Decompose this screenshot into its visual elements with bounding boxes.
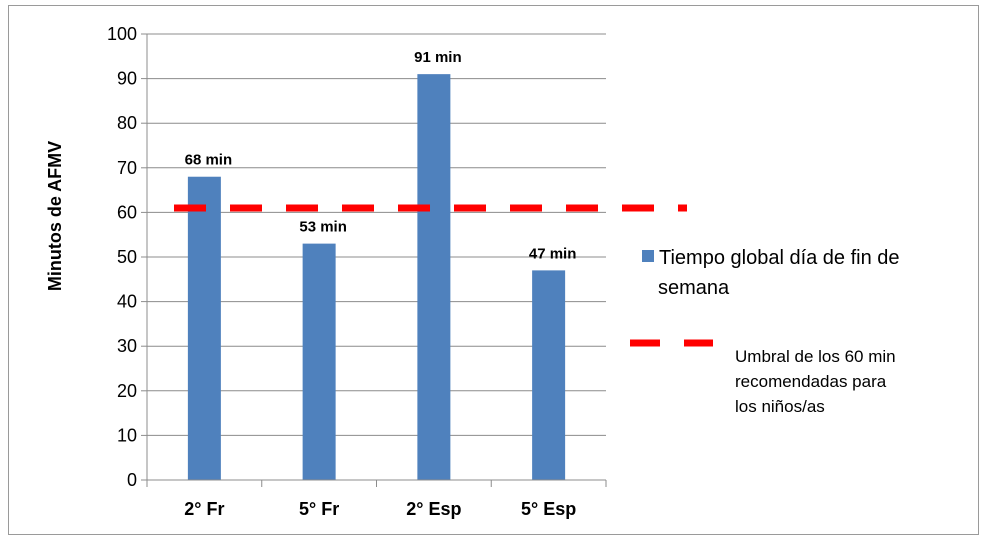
y-tick-label: 40 (117, 292, 137, 312)
y-tick-label: 80 (117, 113, 137, 133)
axes (146, 34, 607, 487)
legend-swatch-bar (642, 250, 654, 262)
bar-2 (302, 243, 336, 480)
y-tick-label: 20 (117, 381, 137, 401)
bar-4 (532, 270, 566, 480)
y-tick-label: 90 (117, 69, 137, 89)
bar-chart: 0 10 20 30 40 50 60 70 80 90 100 68 min 53 min 91 mi… (45, 24, 900, 519)
legend-label-threshold-line-1: Umbral de los 60 min (735, 347, 896, 366)
x-axis-categories: 2° Fr 5° Fr 2° Esp 5° Esp (184, 499, 576, 519)
y-tick-label: 10 (117, 425, 137, 445)
y-tick-label: 50 (117, 247, 137, 267)
legend-label-threshold-line-2: recomendadas para (735, 372, 887, 391)
category-label-3: 2° Esp (406, 499, 461, 519)
legend-label-threshold-line-3: los niños/as (735, 397, 825, 416)
gridlines (147, 33, 606, 436)
data-labels: 68 min 53 min 91 min 47 min (185, 49, 577, 262)
y-tick-label: 0 (127, 470, 137, 490)
bars (187, 74, 566, 480)
y-tick-label: 30 (117, 336, 137, 356)
legend: Tiempo global día de fin de semana Umbral … (630, 247, 900, 416)
data-label-3: 91 min (414, 49, 462, 66)
data-label-2: 53 min (299, 219, 347, 236)
y-tick-label: 70 (117, 158, 137, 178)
category-label-1: 2° Fr (184, 499, 224, 519)
bar-1 (187, 176, 221, 480)
y-axis-label: Minutos de AFMV (45, 141, 65, 291)
data-label-4: 47 min (529, 245, 577, 262)
bar-3 (417, 74, 451, 480)
legend-label-bar-line-2: semana (658, 277, 730, 299)
category-label-4: 5° Esp (521, 499, 576, 519)
legend-label-bar-line-1: Tiempo global día de fin de (659, 247, 900, 269)
category-label-2: 5° Fr (299, 499, 339, 519)
chart-frame: 0 10 20 30 40 50 60 70 80 90 100 68 min 53 min 91 mi… (8, 5, 979, 535)
y-axis-ticks: 0 10 20 30 40 50 60 70 80 90 100 (107, 24, 147, 490)
y-tick-label: 100 (107, 24, 137, 44)
data-label-1: 68 min (185, 152, 233, 169)
y-tick-label: 60 (117, 202, 137, 222)
